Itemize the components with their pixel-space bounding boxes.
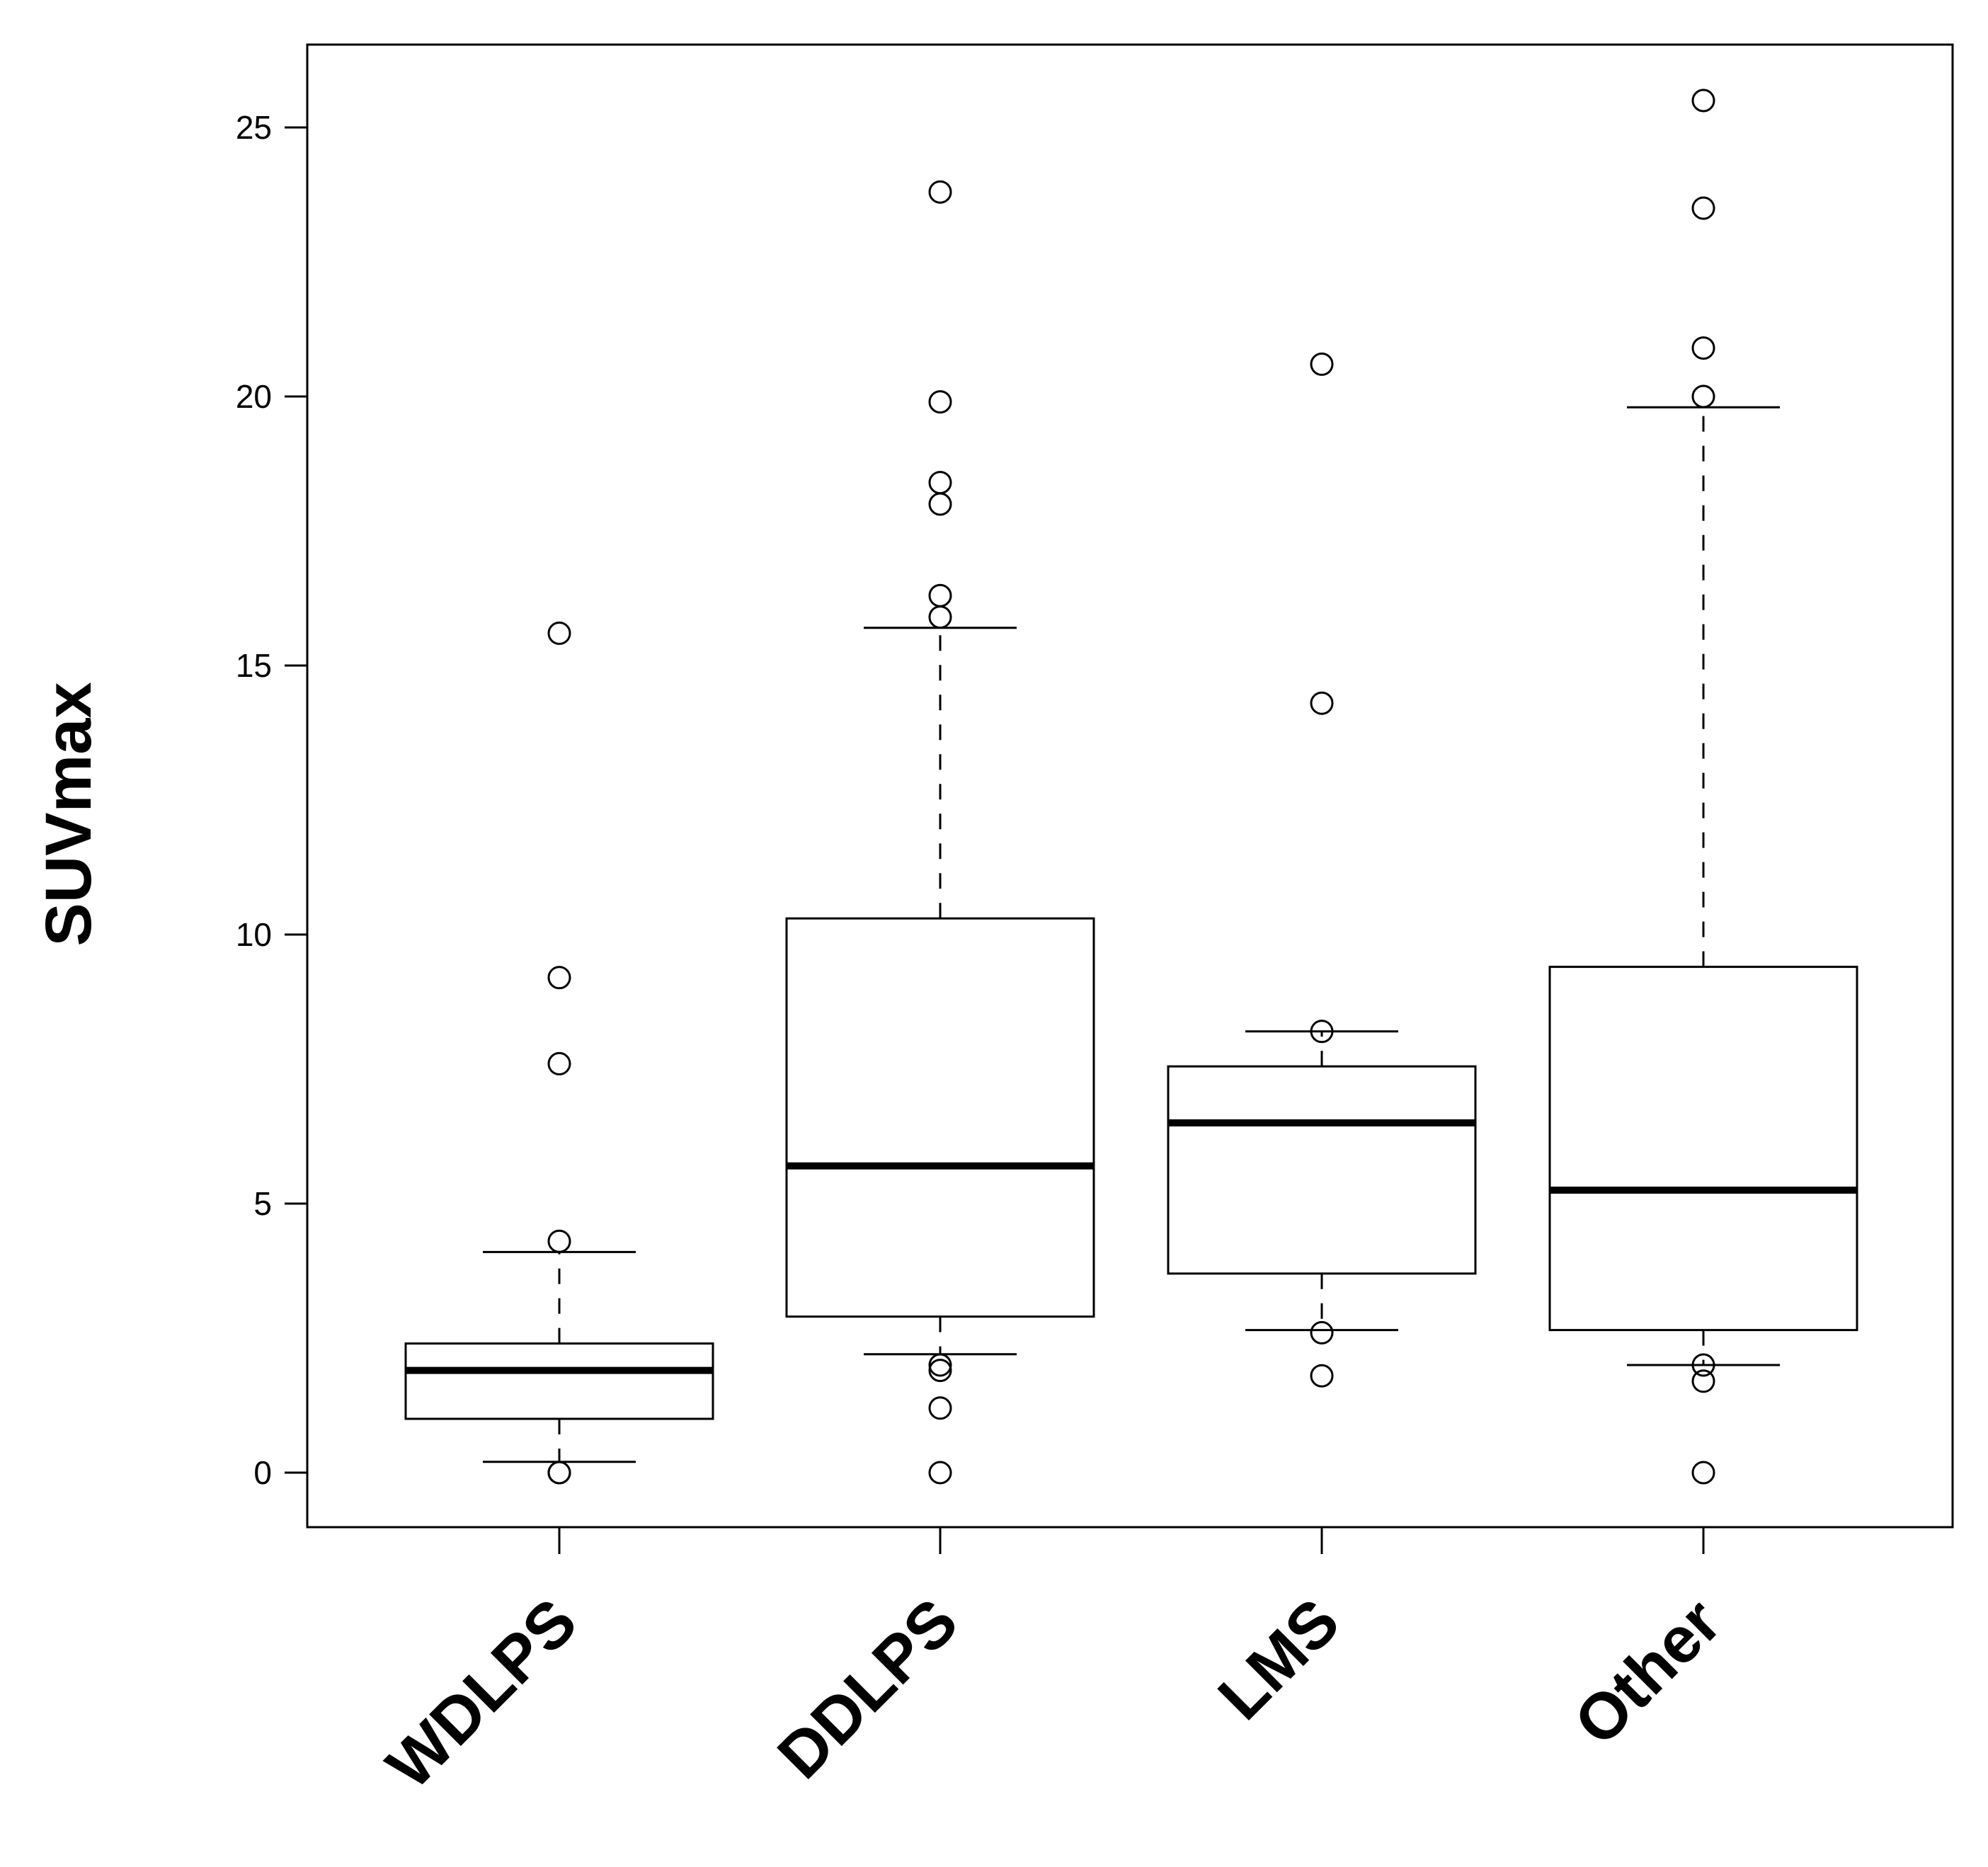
x-tick-label-lms: LMS [1205, 1585, 1353, 1733]
y-axis: 0 5 10 15 20 25 [236, 109, 309, 1491]
y-tick-label-10: 10 [236, 916, 272, 953]
y-axis-title: SUVmax [33, 682, 105, 946]
outlier-wdlps-5 [547, 621, 571, 645]
outlier-wdlps-2 [547, 1229, 571, 1253]
outlier-ddlps-1 [928, 1396, 952, 1420]
outlier-other-2 [1691, 1353, 1715, 1377]
outlier-ddlps-5 [928, 583, 952, 607]
outlier-ddlps-6 [928, 492, 952, 516]
outlier-other-4 [1691, 336, 1715, 360]
box-group-wdlps [404, 621, 714, 1485]
outlier-other-5 [1691, 196, 1715, 220]
outlier-ddlps-7 [928, 471, 952, 495]
box-lms [1167, 1065, 1477, 1275]
y-tick-label-25: 25 [236, 109, 272, 146]
x-tick-label-ddlps: DDLPS [765, 1585, 972, 1793]
box-group-lms [1167, 352, 1477, 1388]
outlier-ddlps-2 [928, 1359, 952, 1383]
box-group-ddlps [785, 180, 1095, 1485]
outlier-lms-2 [1310, 1020, 1334, 1044]
box-group-other [1548, 89, 1858, 1485]
box-series [404, 89, 1858, 1485]
box-other [1548, 966, 1858, 1332]
y-tick-label-5: 5 [253, 1185, 272, 1222]
outlier-ddlps-3 [928, 1353, 952, 1377]
outlier-wdlps-3 [547, 1051, 571, 1075]
outlier-ddlps-9 [928, 180, 952, 204]
outlier-other-3 [1691, 384, 1715, 409]
x-axis: WDLPS DDLPS LMS Other [373, 1527, 1735, 1803]
outlier-other-6 [1691, 89, 1715, 113]
box-wdlps [404, 1342, 714, 1420]
outlier-lms-0 [1310, 1364, 1334, 1388]
outlier-lms-4 [1310, 352, 1334, 376]
outlier-lms-3 [1310, 691, 1334, 715]
outlier-ddlps-0 [928, 1461, 952, 1485]
outlier-ddlps-4 [928, 605, 952, 629]
outlier-ddlps-8 [928, 390, 952, 414]
outlier-lms-1 [1310, 1320, 1334, 1344]
x-tick-label-other: Other [1561, 1585, 1735, 1759]
outlier-other-1 [1691, 1369, 1715, 1393]
y-tick-label-15: 15 [236, 647, 272, 684]
outlier-other-0 [1691, 1461, 1715, 1485]
x-tick-label-wdlps: WDLPS [373, 1585, 590, 1803]
y-tick-label-0: 0 [253, 1454, 272, 1491]
box-ddlps [785, 917, 1095, 1318]
y-tick-label-20: 20 [236, 378, 272, 415]
outlier-wdlps-4 [547, 966, 571, 990]
outlier-wdlps-1 [547, 1461, 571, 1485]
